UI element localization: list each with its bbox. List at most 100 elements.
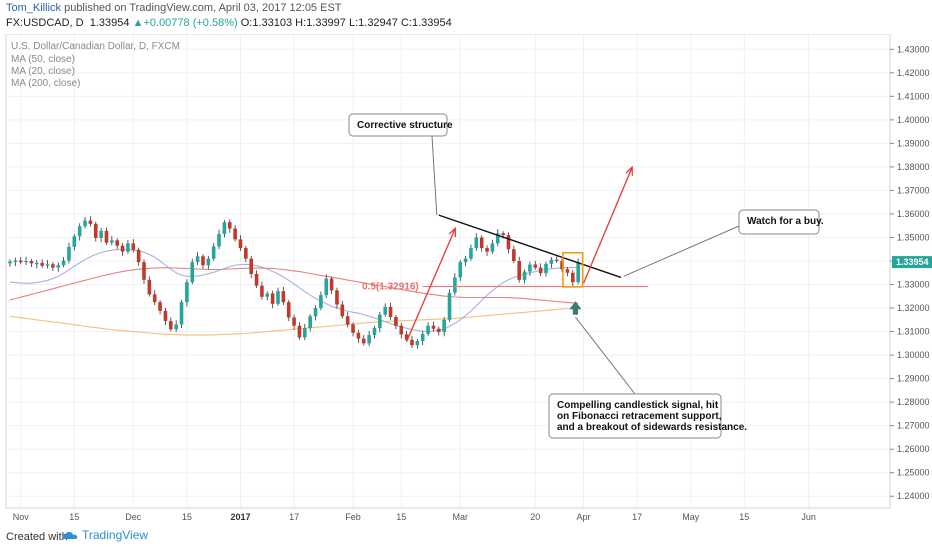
price-chart[interactable]: 0.5(1.32916) Corrective structure Watch fo… — [0, 34, 932, 524]
candle — [388, 302, 393, 320]
x-tick-label: Dec — [125, 512, 142, 522]
candle-body — [152, 294, 157, 303]
candle — [185, 279, 189, 307]
candle — [490, 239, 495, 254]
made-with-label: Created with — [6, 531, 68, 543]
publish-line: Tom_Killick published on TradingView.com… — [6, 2, 342, 14]
candle-body — [35, 262, 39, 265]
candle — [533, 261, 538, 270]
candle — [345, 312, 350, 328]
signal-marker-up-icon — [569, 301, 582, 310]
candle-body — [93, 223, 98, 238]
last-price-tag — [892, 256, 932, 269]
candle — [88, 216, 93, 227]
last-price-tag-label: 1.33954 — [896, 257, 929, 267]
candle — [244, 245, 248, 263]
y-tick-label: 1.29000 — [897, 374, 930, 384]
candle — [538, 263, 543, 277]
candle — [24, 256, 28, 266]
candle-body — [131, 243, 136, 250]
candle — [126, 239, 130, 254]
candle-body — [437, 328, 441, 333]
author-link[interactable]: Tom_Killick — [6, 2, 62, 14]
candle-body — [120, 245, 125, 252]
candle — [367, 330, 371, 347]
y-tick-label: 1.32000 — [897, 303, 930, 313]
candle — [319, 291, 323, 311]
candle-body — [67, 246, 71, 261]
candle — [340, 300, 345, 319]
candle — [190, 258, 195, 285]
candle-body — [83, 220, 87, 227]
candle — [554, 256, 559, 264]
x-tick-label: 20 — [530, 512, 540, 522]
candle — [115, 238, 119, 250]
candle — [297, 322, 302, 340]
candle — [415, 338, 420, 349]
candle-body — [415, 340, 420, 346]
candle-body — [265, 293, 270, 297]
chart-legend: U.S. Dollar/Canadian Dollar, D, FXCM MA … — [11, 41, 180, 89]
y-tick-label: 1.28000 — [897, 397, 930, 407]
y-tick-label: 1.36000 — [897, 209, 930, 219]
candle — [431, 321, 436, 332]
candle-body — [206, 258, 211, 266]
candle-body — [227, 222, 232, 229]
candle-body — [72, 236, 77, 247]
candle-body — [538, 267, 543, 274]
candle — [227, 219, 232, 233]
candle-body — [571, 272, 575, 283]
candle — [61, 257, 66, 268]
signal-marker-stem — [572, 308, 579, 315]
candle — [249, 255, 253, 279]
candle-body — [136, 249, 141, 263]
fibonacci-label: 0.5(1.32916) — [362, 282, 419, 293]
candle — [303, 323, 307, 341]
candle — [463, 255, 468, 267]
footer: Created with TradingView — [0, 524, 932, 550]
corrective-callout-text: Corrective structure — [357, 120, 453, 131]
candle-body — [158, 302, 162, 311]
candle — [351, 322, 355, 337]
candle — [517, 256, 521, 283]
candle-body — [324, 278, 329, 296]
candle-body — [244, 248, 248, 259]
time-axis[interactable]: Nov 15 Dec 15 2017 17 Feb 15 Mar 20 Apr 17 May 15 Jun — [13, 512, 816, 522]
candle — [254, 270, 259, 288]
candle-body — [13, 260, 18, 262]
candle — [394, 314, 398, 330]
y-tick-label: 1.27000 — [897, 421, 930, 431]
candle — [152, 290, 157, 305]
candle — [308, 314, 312, 332]
candle-body — [115, 240, 119, 246]
candle-body — [367, 335, 371, 344]
y-tick-label: 1.37000 — [897, 185, 930, 195]
ohlc-values: O:1.33103 H:1.33997 L:1.32947 C:1.33954 — [240, 17, 452, 29]
x-tick-label: Apr — [577, 512, 591, 522]
tradingview-logo[interactable]: TradingView — [62, 528, 148, 542]
candle — [270, 290, 275, 309]
candle — [276, 287, 280, 306]
drawings: 0.5(1.32916) Corrective structure Watch fo… — [348, 113, 824, 439]
y-tick-label: 1.42000 — [897, 68, 930, 78]
candle — [458, 260, 463, 281]
candle-body — [56, 265, 61, 268]
candle — [201, 254, 205, 269]
x-tick-label: 17 — [289, 512, 299, 522]
candle-body — [410, 339, 414, 346]
candle-body — [447, 292, 452, 320]
corrective-callout: Corrective structure — [348, 113, 453, 216]
price-change: +0.00778 (+0.58%) — [143, 17, 238, 29]
candle — [217, 229, 221, 250]
price-axis[interactable]: 1.24000 1.25000 1.26000 1.27000 1.28000 1.290… — [890, 44, 932, 501]
x-tick-label: Jun — [801, 512, 816, 522]
candle-body — [308, 316, 312, 329]
candle — [522, 269, 527, 284]
candle-body — [292, 317, 296, 326]
candle-body — [179, 302, 184, 325]
candle — [77, 223, 82, 241]
x-tick-label: Mar — [452, 512, 468, 522]
candle-body — [254, 273, 259, 286]
candle — [265, 291, 270, 301]
corrective-callout-box — [348, 113, 448, 137]
